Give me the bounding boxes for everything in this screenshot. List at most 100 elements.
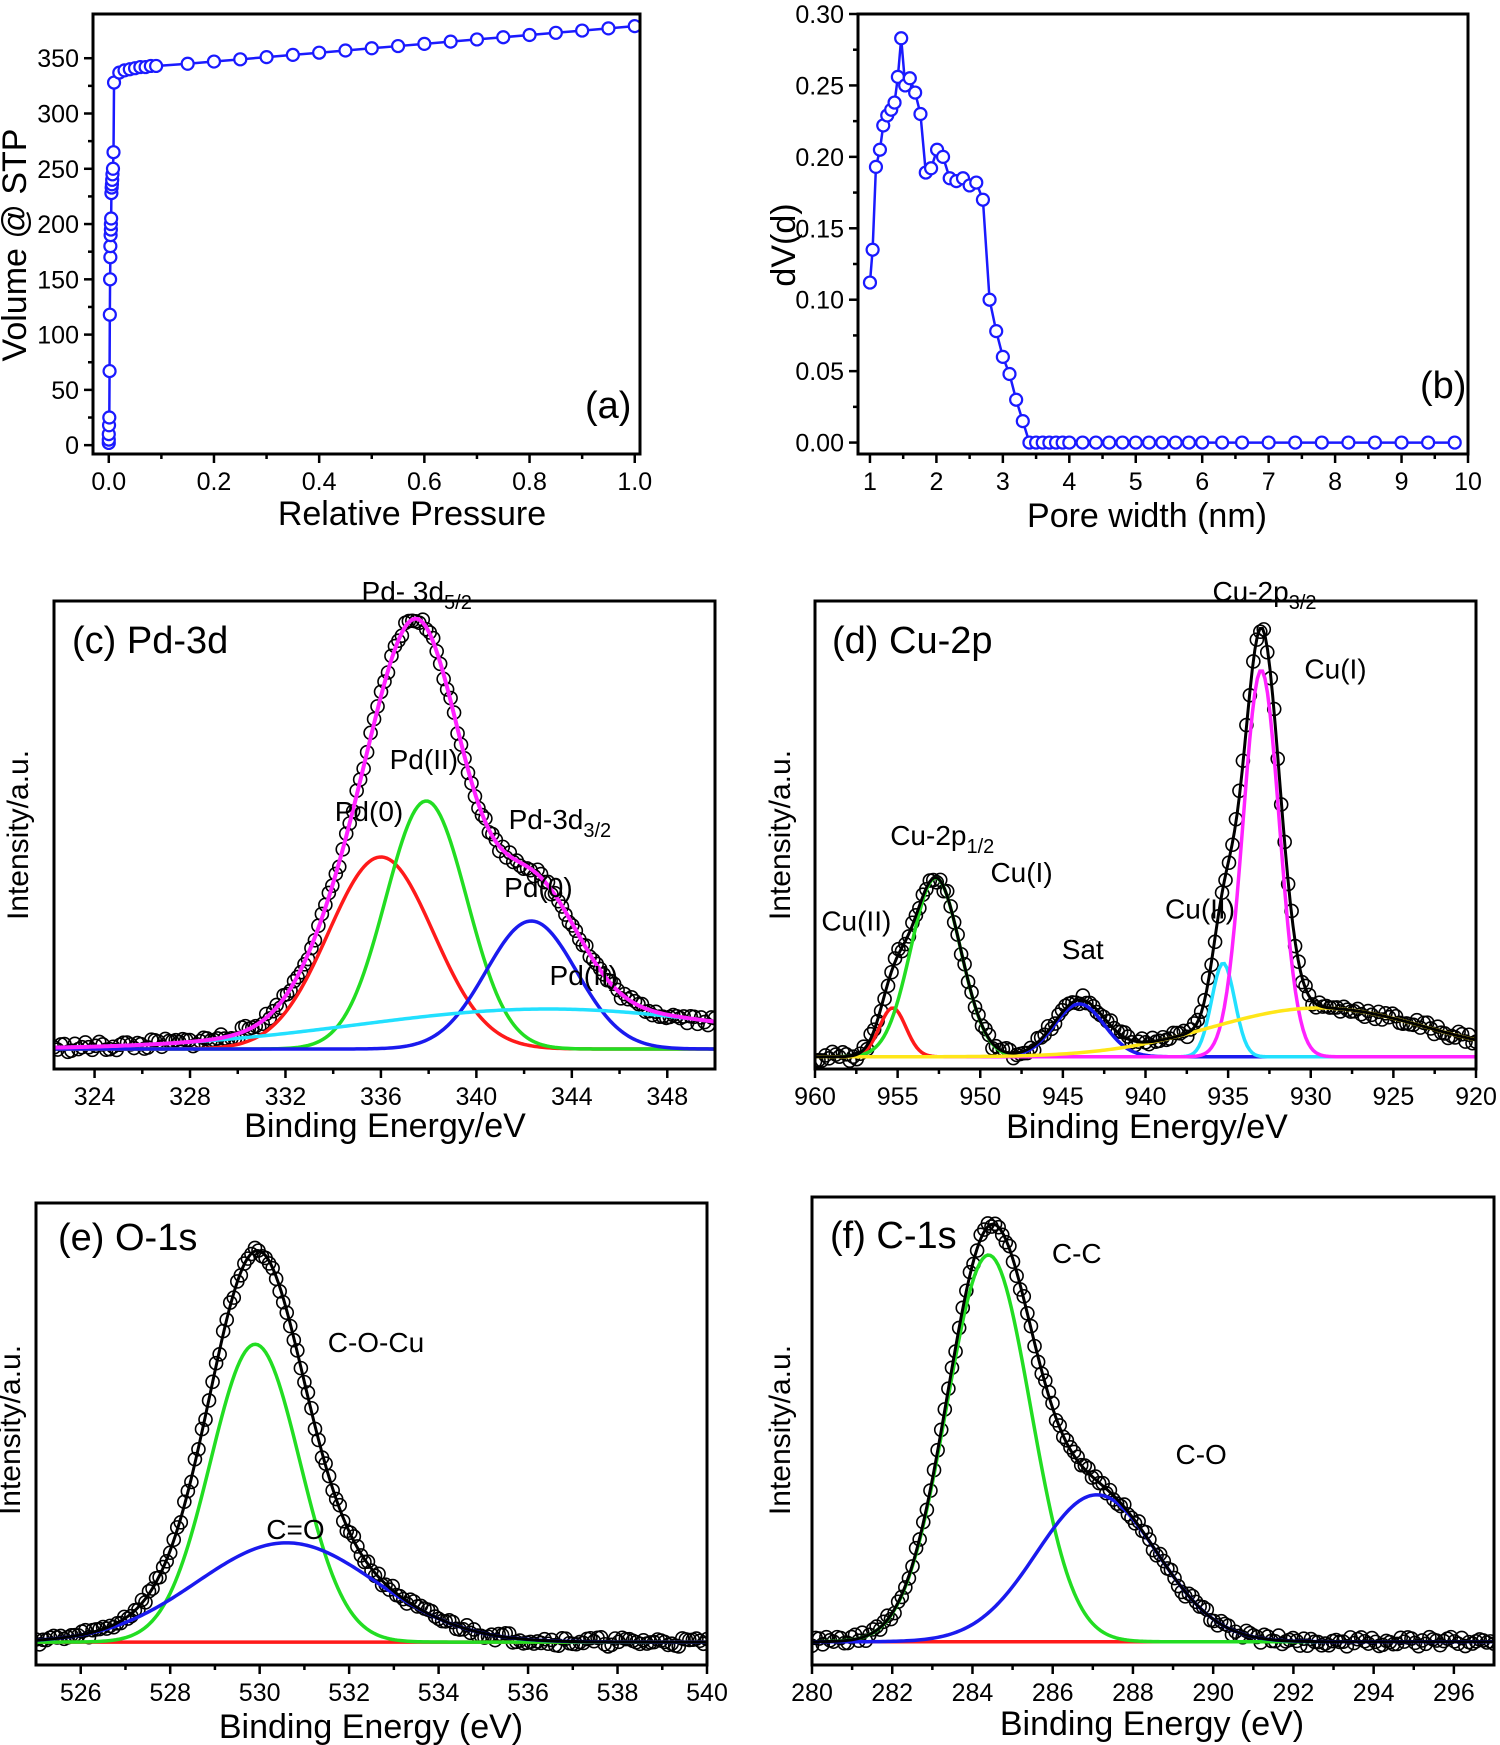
fit-peak-c-o xyxy=(36,1541,707,1644)
data-point xyxy=(443,34,458,49)
series-line xyxy=(107,24,635,443)
data-point xyxy=(501,1626,517,1641)
y-tick-label: 150 xyxy=(37,266,79,294)
y-tick-label: 0.30 xyxy=(795,1,844,29)
data-point xyxy=(283,983,298,998)
data-point xyxy=(145,1581,160,1596)
data-point xyxy=(902,71,917,86)
data-point xyxy=(1141,435,1157,450)
plot-frame xyxy=(52,599,717,1071)
data-point xyxy=(1062,435,1077,450)
data-point xyxy=(1239,1623,1254,1639)
data-point xyxy=(259,50,274,65)
data-point xyxy=(935,149,951,164)
data-point xyxy=(105,161,121,176)
data-point xyxy=(975,192,991,207)
x-tick-label: 1 xyxy=(863,468,877,496)
data-point xyxy=(152,1569,167,1585)
x-tick-label: 336 xyxy=(360,1083,402,1111)
data-point xyxy=(894,31,909,46)
data-point xyxy=(865,242,880,257)
y-tick-label: 300 xyxy=(37,100,79,128)
x-tick-label: 5 xyxy=(1129,468,1143,496)
x-tick-label: 0.2 xyxy=(197,468,232,496)
data-point xyxy=(607,1631,623,1646)
data-point xyxy=(1385,1006,1400,1022)
x-tick-label: 2 xyxy=(929,468,943,496)
data-point xyxy=(1128,435,1143,450)
data-point xyxy=(78,1622,93,1638)
data-point xyxy=(969,175,984,190)
data-point xyxy=(141,1583,157,1599)
data-point xyxy=(699,1631,707,1647)
y-tick-label: 0.10 xyxy=(795,287,844,315)
data-point xyxy=(1181,435,1197,450)
data-point xyxy=(286,973,302,989)
data-point xyxy=(868,159,884,174)
annotation-label: Pd-3d3/2 xyxy=(509,804,612,842)
data-point xyxy=(395,1591,411,1607)
panel-a: 0.0 0.2 0.4 0.6 0.8 1.0 0 50 100 150 200 250 300 350 R… xyxy=(0,12,652,533)
data-point xyxy=(1253,624,1268,640)
data-point xyxy=(994,1227,1010,1243)
data-point xyxy=(568,923,584,939)
data-point xyxy=(1077,1458,1093,1473)
x-tick-label: 536 xyxy=(507,1679,549,1707)
panel-c: 324 328 332 336 340 344 348 Binding Energy/eV In… xyxy=(2,576,717,1145)
data-point xyxy=(995,349,1010,364)
data-point xyxy=(390,38,406,54)
x-tick-label: 0.0 xyxy=(91,468,126,496)
data-point xyxy=(240,1251,256,1266)
data-point xyxy=(1292,1638,1308,1653)
data-point xyxy=(862,275,878,290)
x-tick-label: 940 xyxy=(1125,1083,1167,1111)
y-tick-label: 50 xyxy=(51,377,79,405)
x-tick-label: 920 xyxy=(1455,1083,1497,1111)
x-tick-label: 296 xyxy=(1433,1679,1475,1707)
data-point xyxy=(233,52,248,67)
annotation-label: Cu(I) xyxy=(1304,653,1366,684)
x-tick-label: 0.4 xyxy=(302,468,337,496)
data-point xyxy=(1301,987,1317,1003)
data-point xyxy=(998,1234,1014,1250)
x-tick-label: 332 xyxy=(265,1083,307,1111)
fit-peak-c-o xyxy=(812,1493,1494,1644)
panel-e: 526 528 530 532 534 536 538 540 Binding Energy (… xyxy=(0,1201,728,1745)
x-tick-label: 348 xyxy=(646,1083,688,1111)
x-tick-label: 540 xyxy=(686,1679,728,1707)
y-tick-label: 0.15 xyxy=(795,215,844,243)
x-tick-label: 8 xyxy=(1328,468,1342,496)
x-tick-label: 290 xyxy=(1192,1679,1234,1707)
data-point xyxy=(180,56,195,71)
x-tick-label: 960 xyxy=(794,1083,836,1111)
data-point xyxy=(974,1018,990,1034)
data-point xyxy=(134,1592,150,1608)
envelope-line xyxy=(812,1222,1494,1644)
data-point xyxy=(311,1432,326,1448)
envelope-line xyxy=(815,626,1476,1059)
data-point xyxy=(982,292,997,307)
data-point xyxy=(1206,1613,1222,1629)
data-point xyxy=(102,410,117,425)
data-point xyxy=(987,1216,1003,1232)
annotation-label: Cu-2p1/2 xyxy=(890,820,994,858)
data-point xyxy=(261,1256,277,1271)
y-tick-label: 200 xyxy=(37,211,79,239)
data-point xyxy=(1195,435,1210,450)
x-tick-label: 7 xyxy=(1262,468,1276,496)
data-point xyxy=(159,1554,174,1569)
data-point xyxy=(707,1010,715,1026)
data-point xyxy=(1088,435,1103,450)
data-point xyxy=(1339,1639,1355,1654)
data-point xyxy=(1167,1570,1182,1586)
data-point xyxy=(1341,435,1356,450)
data-point xyxy=(1015,414,1030,429)
data-point xyxy=(1422,1629,1437,1645)
data-point xyxy=(343,1525,358,1540)
data-point xyxy=(1115,435,1130,450)
x-tick-label: 294 xyxy=(1353,1679,1395,1707)
data-point xyxy=(601,21,616,36)
data-point xyxy=(1303,1631,1319,1647)
data-point xyxy=(908,85,923,100)
